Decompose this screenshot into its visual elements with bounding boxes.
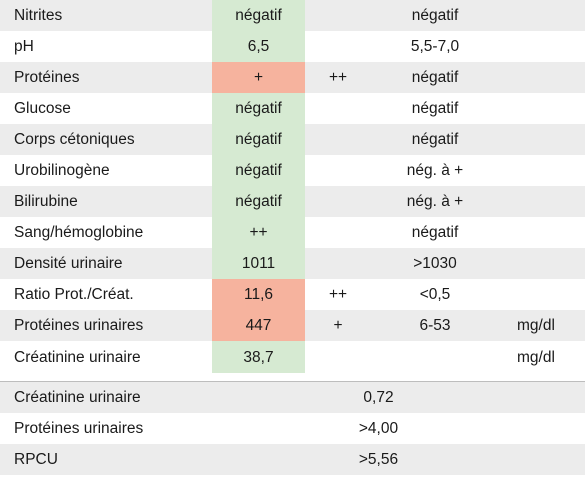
- unit-label: [499, 155, 585, 186]
- row-label: Sang/hémoglobine: [0, 217, 212, 248]
- unit-label: [499, 186, 585, 217]
- table-row: Protéines urinaires 447 +6-53 mg/dl: [0, 310, 585, 341]
- table-row: Glucose négatif négatif: [0, 93, 585, 124]
- table-row: pH 6,5 5,5-7,0: [0, 31, 585, 62]
- result-value: >5,56: [212, 444, 585, 475]
- result-value: 1011: [212, 248, 305, 279]
- result-value: 38,7: [212, 341, 305, 373]
- result-flag: [305, 217, 371, 248]
- row-label: Bilirubine: [0, 186, 212, 217]
- result-value: négatif: [212, 124, 305, 155]
- unit-label: mg/dl: [499, 341, 585, 373]
- reference-range: négatif: [371, 62, 499, 93]
- row-label: Protéines urinaires: [0, 310, 212, 341]
- row-label: Créatinine urinaire: [0, 382, 212, 413]
- result-value: 447: [212, 310, 305, 341]
- result-value: +: [212, 62, 305, 93]
- table-row: Créatinine urinaire 0,72: [0, 382, 585, 413]
- result-value: >4,00: [212, 413, 585, 444]
- result-flag: ++: [305, 62, 371, 93]
- reference-range: [371, 341, 499, 373]
- unit-label: [499, 93, 585, 124]
- unit-label: [499, 217, 585, 248]
- result-flag: +: [305, 310, 371, 341]
- result-flag: [305, 31, 371, 62]
- result-value: négatif: [212, 0, 305, 31]
- reference-range: négatif: [371, 217, 499, 248]
- result-value: 11,6: [212, 279, 305, 310]
- table-row: Créatinine urinaire 38,7 mg/dl: [0, 341, 585, 373]
- table-row: Bilirubine négatif nég. à +: [0, 186, 585, 217]
- result-flag: [305, 248, 371, 279]
- table-row: Sang/hémoglobine ++ négatif: [0, 217, 585, 248]
- row-label: Protéines: [0, 62, 212, 93]
- table-row: Ratio Prot./Créat. 11,6 ++ <0,5: [0, 279, 585, 310]
- reference-range: négatif: [371, 93, 499, 124]
- result-flag: [305, 155, 371, 186]
- row-label: Densité urinaire: [0, 248, 212, 279]
- row-label: Glucose: [0, 93, 212, 124]
- reference-range: nég. à +: [371, 155, 499, 186]
- result-flag: [305, 186, 371, 217]
- unit-label: [499, 0, 585, 31]
- reference-range: >1030: [371, 248, 499, 279]
- row-label: RPCU: [0, 444, 212, 475]
- result-flag: ++: [305, 279, 371, 310]
- section-divider: [0, 373, 585, 382]
- reference-range: 6-53: [371, 310, 499, 341]
- row-label: Protéines urinaires: [0, 413, 212, 444]
- result-value: ++: [212, 217, 305, 248]
- row-label: Ratio Prot./Créat.: [0, 279, 212, 310]
- reference-range: <0,5: [371, 279, 499, 310]
- table-row: Densité urinaire 1011 >1030: [0, 248, 585, 279]
- row-label: Créatinine urinaire: [0, 341, 212, 373]
- result-flag: [305, 341, 371, 373]
- result-value: négatif: [212, 186, 305, 217]
- result-flag: [305, 124, 371, 155]
- unit-label: [499, 124, 585, 155]
- result-value: négatif: [212, 155, 305, 186]
- ratio-table: Créatinine urinaire 0,72 Protéines urinair…: [0, 382, 585, 475]
- table-row: Nitrites négatif négatif: [0, 0, 585, 31]
- result-value: 6,5: [212, 31, 305, 62]
- row-label: Urobilinogène: [0, 155, 212, 186]
- unit-label: [499, 31, 585, 62]
- table-row: RPCU >5,56: [0, 444, 585, 475]
- result-flag: [305, 0, 371, 31]
- result-flag: [305, 93, 371, 124]
- table-row: Urobilinogène négatif nég. à +: [0, 155, 585, 186]
- unit-label: [499, 279, 585, 310]
- result-value: 0,72: [212, 382, 585, 413]
- row-label: Nitrites: [0, 0, 212, 31]
- table-row: Protéines + ++ négatif: [0, 62, 585, 93]
- table-row: Corps cétoniques négatif négatif: [0, 124, 585, 155]
- reference-range: négatif: [371, 0, 499, 31]
- result-value: négatif: [212, 93, 305, 124]
- table-row: Protéines urinaires >4,00: [0, 413, 585, 444]
- urinalysis-table: Nitrites négatif négatif pH 6,5 5,5-7,0 Protéi…: [0, 0, 585, 373]
- unit-label: [499, 62, 585, 93]
- reference-range: 5,5-7,0: [371, 31, 499, 62]
- unit-label: [499, 248, 585, 279]
- reference-range: négatif: [371, 124, 499, 155]
- row-label: Corps cétoniques: [0, 124, 212, 155]
- unit-label: mg/dl: [499, 310, 585, 341]
- reference-range: nég. à +: [371, 186, 499, 217]
- row-label: pH: [0, 31, 212, 62]
